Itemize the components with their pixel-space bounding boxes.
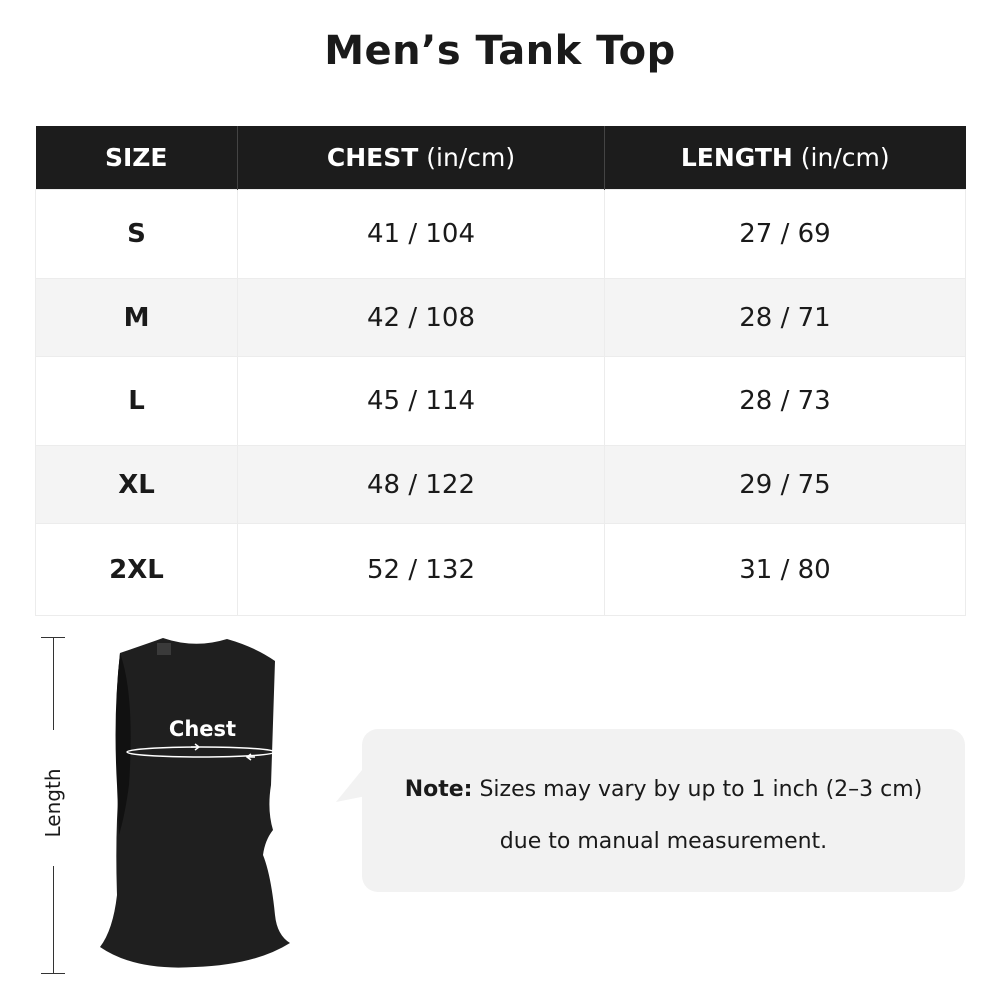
size-cell: S: [35, 189, 238, 279]
size-cell: 2XL: [35, 523, 238, 616]
arrow-left-icon: [245, 753, 255, 761]
note-line-2: due to manual measurement.: [499, 829, 828, 854]
table-row: XL 48 / 122 29 / 75: [35, 445, 966, 524]
size-cell: L: [35, 356, 238, 446]
length-cell: 29 / 75: [604, 445, 966, 524]
note-prefix: Note:: [404, 777, 473, 802]
chest-cell: 48 / 122: [237, 445, 605, 524]
length-line-bottom: [53, 866, 54, 973]
size-chart-table: SIZE CHEST (in/cm) LENGTH (in/cm) S 41 /…: [35, 126, 966, 616]
chest-cell: 41 / 104: [237, 189, 605, 279]
note-bubble-tail: [336, 770, 366, 802]
table-row: S 41 / 104 27 / 69: [35, 189, 966, 279]
chest-cell: 42 / 108: [237, 278, 605, 357]
length-cell: 31 / 80: [604, 523, 966, 616]
chest-cell: 45 / 114: [237, 356, 605, 446]
length-bottom-tick: [41, 973, 65, 974]
length-cell: 28 / 71: [604, 278, 966, 357]
length-cell: 27 / 69: [604, 189, 966, 279]
header-size: SIZE: [35, 126, 238, 190]
page-title: Men’s Tank Top: [324, 28, 676, 74]
table-row: 2XL 52 / 132 31 / 80: [35, 523, 966, 616]
table-row: L 45 / 114 28 / 73: [35, 356, 966, 446]
table-row: M 42 / 108 28 / 71: [35, 278, 966, 357]
header-chest: CHEST (in/cm): [237, 126, 605, 190]
tank-top-image: [100, 638, 290, 968]
table-header-row: SIZE CHEST (in/cm) LENGTH (in/cm): [35, 126, 966, 190]
tag-icon: [157, 643, 171, 655]
chest-measure-ellipse: [126, 746, 276, 758]
size-cell: M: [35, 278, 238, 357]
size-cell: XL: [35, 445, 238, 524]
chest-label: Chest: [168, 717, 237, 741]
note-bubble: Note: Sizes may vary by up to 1 inch (2–…: [362, 729, 965, 892]
note-line-1: Note: Sizes may vary by up to 1 inch (2–…: [404, 777, 923, 802]
header-length: LENGTH (in/cm): [604, 126, 966, 190]
arrow-right-icon: [191, 743, 201, 751]
length-cell: 28 / 73: [604, 356, 966, 446]
chest-cell: 52 / 132: [237, 523, 605, 616]
length-line-top: [53, 637, 54, 730]
length-label: Length: [41, 768, 65, 838]
